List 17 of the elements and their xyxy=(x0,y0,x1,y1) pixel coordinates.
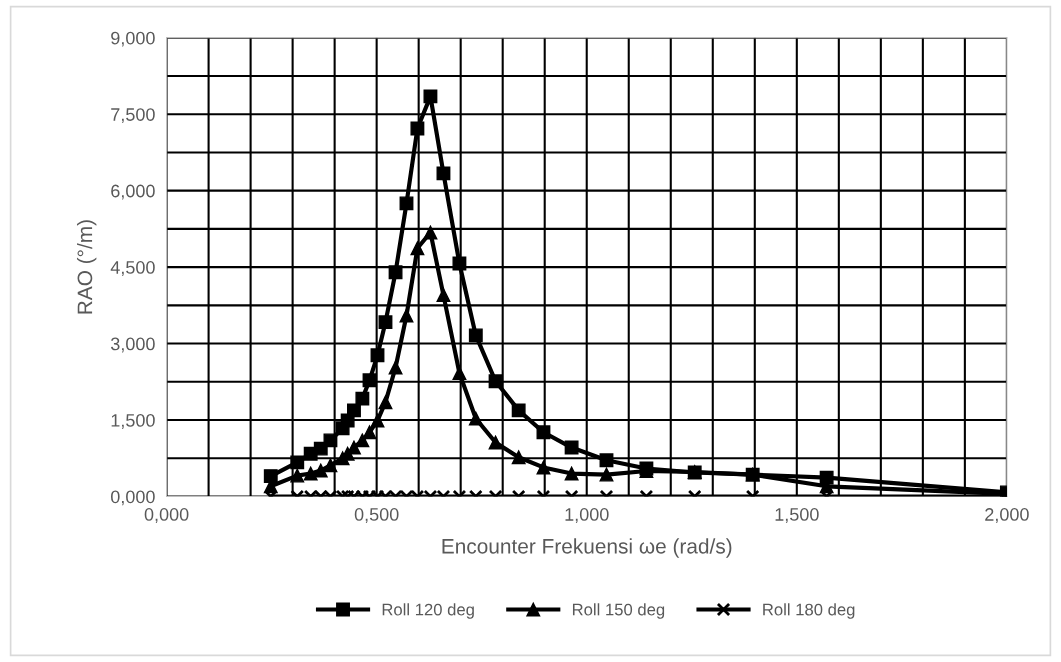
legend-label: Roll 150 deg xyxy=(572,603,665,619)
x-tick-label: 2,000 xyxy=(985,508,1029,524)
x-tick-label: 0,000 xyxy=(144,508,189,524)
y-tick-label: 4,500 xyxy=(110,261,155,276)
y-tick-label: 1,500 xyxy=(111,413,155,429)
y-tick-label: 6,000 xyxy=(111,184,155,200)
x-tick-label: 1,000 xyxy=(565,508,609,524)
y-tick-label: 9,000 xyxy=(111,31,155,47)
x-tick-label: 1,500 xyxy=(775,508,819,524)
legend-label: Roll 120 deg xyxy=(382,603,474,619)
y-axis-title: RAO (°/m) xyxy=(76,220,97,314)
y-tick-label: 3,000 xyxy=(110,337,155,353)
y-tick-label: 0,000 xyxy=(110,490,155,506)
x-tick-label: 0,500 xyxy=(354,508,399,524)
x-axis-title: Encounter Frekuensi ωe (rad/s) xyxy=(442,538,732,558)
y-tick-label: 7,500 xyxy=(111,108,155,124)
legend-label: Roll 180 deg xyxy=(763,603,855,619)
